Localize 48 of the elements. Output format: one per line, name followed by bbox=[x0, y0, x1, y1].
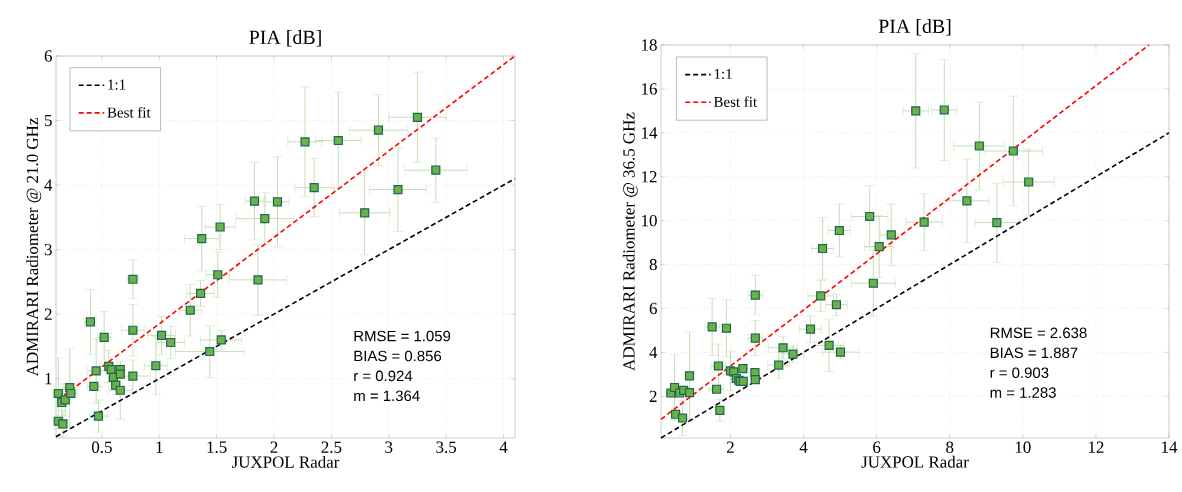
annotation: RMSE = 2.638 bbox=[990, 327, 1087, 339]
x-tick-label: 6 bbox=[873, 441, 881, 453]
y-tick-label: 6 bbox=[44, 50, 52, 62]
x-tick-label: 12 bbox=[1088, 441, 1104, 453]
y-tick-label: 1 bbox=[45, 373, 52, 385]
chart-title: PIA [dB] bbox=[249, 30, 321, 47]
annotation: r = 0.924 bbox=[354, 370, 413, 382]
annotation: RMSE = 1.059 bbox=[354, 330, 451, 342]
y-tick-label: 8 bbox=[649, 258, 657, 271]
x-axis-title: JUXPOL Radar bbox=[861, 455, 969, 468]
x-tick-label: 1.5 bbox=[207, 441, 227, 453]
legend-label: Best fit bbox=[107, 106, 151, 118]
y-tick-label: 10 bbox=[642, 214, 657, 227]
y-tick-label: 6 bbox=[649, 302, 657, 315]
annotation: BIAS = 0.856 bbox=[354, 350, 442, 362]
x-tick-label: 8 bbox=[946, 441, 954, 453]
x-tick-label: 10 bbox=[1015, 441, 1031, 453]
annotation: m = 1.283 bbox=[990, 387, 1056, 398]
y-tick-label: 16 bbox=[642, 83, 657, 95]
x-tick-label: 0.5 bbox=[91, 441, 112, 454]
x-tick-label: 14 bbox=[1162, 441, 1178, 453]
y-tick-label: 14 bbox=[642, 127, 658, 139]
x-tick-label: 2 bbox=[726, 441, 734, 453]
chart-title: PIA [dB] bbox=[878, 19, 951, 36]
x-tick-label: 4 bbox=[499, 441, 508, 453]
y-axis-title: ADMIRARI Radiometer @ 21.0 GHz bbox=[26, 118, 42, 377]
x-tick-label: 4 bbox=[799, 441, 808, 453]
legend-label: 1:1 bbox=[714, 68, 732, 80]
annotation: m = 1.364 bbox=[354, 390, 420, 402]
x-tick-label: 2.5 bbox=[321, 441, 342, 453]
legend-label: 1:1 bbox=[108, 79, 126, 90]
y-tick-label: 4 bbox=[649, 346, 658, 358]
y-axis-title: ADMIRARI Radiometer @ 36.5 GHz bbox=[622, 112, 638, 371]
y-tick-label: 18 bbox=[642, 39, 657, 51]
annotation: r = 0.903 bbox=[990, 367, 1049, 378]
x-tick-label: 1 bbox=[156, 441, 163, 453]
y-tick-label: 4 bbox=[44, 179, 53, 191]
y-tick-label: 2 bbox=[44, 308, 52, 320]
x-tick-label: 2 bbox=[270, 441, 278, 453]
x-tick-label: 3 bbox=[385, 441, 393, 453]
annotation: BIAS = 1.887 bbox=[990, 347, 1078, 359]
x-axis-title: JUXPOL Radar bbox=[232, 455, 340, 468]
y-tick-label: 5 bbox=[45, 114, 52, 127]
y-tick-label: 12 bbox=[642, 171, 657, 183]
x-tick-label: 3.5 bbox=[436, 441, 457, 453]
y-tick-label: 3 bbox=[44, 243, 52, 256]
legend-label: Best fit bbox=[713, 96, 757, 107]
y-tick-label: 2 bbox=[649, 390, 657, 402]
